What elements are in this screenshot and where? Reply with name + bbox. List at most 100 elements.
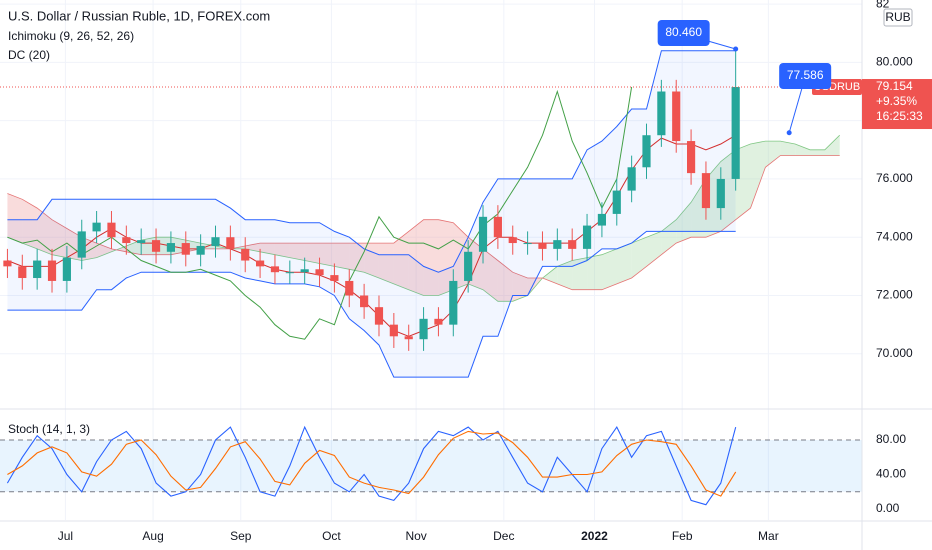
cloud-fill (393, 231, 409, 290)
cloud-fill (750, 141, 766, 209)
currency: RUB (885, 10, 910, 24)
candle-body (92, 222, 101, 232)
x-tick-label: 2022 (581, 529, 608, 543)
candle-body (330, 275, 339, 281)
cloud-fill (7, 193, 23, 244)
candle-body (107, 222, 116, 238)
candle-body (568, 240, 577, 249)
cloud-fill (126, 240, 142, 255)
candle-body (18, 266, 27, 279)
candle-body (434, 318, 443, 325)
candle-body (137, 240, 146, 244)
cloud-fill (378, 243, 394, 284)
cloud-fill (483, 248, 498, 302)
y-tick-label: 0.00 (876, 501, 900, 515)
callout-box (779, 63, 832, 89)
cloud-fill (572, 257, 588, 290)
callout-label: 77.586 (787, 68, 824, 82)
cloud-fill (22, 199, 38, 249)
candle-body (345, 280, 354, 296)
candle-body (300, 269, 309, 273)
x-tick-label: Jul (58, 529, 73, 543)
x-tick-label: Dec (493, 529, 514, 543)
candle-body (582, 225, 592, 249)
y-tick-label: 76.000 (876, 171, 913, 185)
candle-body (672, 91, 681, 142)
cloud-fill (364, 243, 379, 279)
candle-body (657, 91, 666, 136)
cloud-fill (765, 141, 781, 168)
cloud-fill (616, 243, 632, 284)
cloud-fill (438, 219, 454, 296)
channel-fill (7, 50, 736, 378)
candle-body (389, 324, 398, 337)
x-tick-label: Nov (405, 529, 426, 543)
cloud-fill (319, 243, 335, 267)
callout-label: 80.460 (665, 25, 702, 39)
x-tick-label: Oct (322, 529, 341, 543)
candle-body (255, 260, 265, 267)
candle-body (226, 237, 235, 249)
x-tick-label: Aug (142, 529, 163, 543)
candle-body (538, 243, 547, 249)
y-tick-label: 72.000 (876, 288, 913, 302)
cloud-edge (7, 134, 840, 302)
indicator-line (7, 430, 737, 497)
candle-body (33, 260, 42, 279)
callout-box (657, 20, 710, 46)
candle-body (478, 216, 488, 252)
last-price: 79.154 (876, 79, 913, 93)
candle-body (508, 237, 517, 244)
cloud-fill (587, 254, 602, 290)
x-tick-label: Mar (758, 529, 779, 543)
y-tick-label: 74.000 (876, 229, 913, 243)
candle-body (241, 248, 250, 261)
cloud-fill (289, 243, 305, 261)
candle-body (62, 257, 71, 281)
candle-body (701, 173, 711, 209)
y-tick-label: 82 (876, 0, 890, 10)
candle-body (285, 272, 294, 274)
candle-body (374, 307, 384, 325)
cloud-edge (7, 155, 840, 291)
indicator-line (7, 50, 736, 273)
candle-body (211, 237, 220, 246)
cloud-fill (334, 243, 350, 270)
candle-body (612, 190, 621, 214)
indicator-line (7, 230, 736, 378)
candle-body (77, 231, 86, 258)
y-tick-label: 40.00 (876, 467, 906, 481)
candle-body (315, 269, 324, 276)
cloud-fill (52, 219, 67, 258)
candle-body (122, 237, 131, 244)
candle-body (464, 251, 473, 281)
indicator-label: DC (20) (8, 48, 50, 62)
callout-dot (733, 46, 739, 52)
candle-body (449, 280, 458, 325)
chart-title: U.S. Dollar / Russian Ruble, 1D, FOREX.c… (8, 8, 270, 23)
candle-body (360, 295, 369, 308)
candle-body (731, 87, 740, 179)
cloud-fill (349, 243, 365, 273)
cloud-fill (96, 243, 112, 258)
cloud-fill (601, 248, 617, 290)
cloud-fill (260, 243, 275, 255)
candle-body (3, 260, 12, 267)
candle-body (597, 213, 607, 226)
y-tick-label: 70.000 (876, 346, 913, 360)
candle-body (493, 216, 502, 238)
x-tick-label: Sep (230, 529, 252, 543)
callout-dot (786, 130, 792, 136)
cloud-fill (661, 219, 677, 255)
cloud-fill (497, 260, 513, 302)
candle-body (627, 167, 636, 191)
candle-body (151, 240, 161, 252)
cloud-fill (809, 149, 825, 156)
cloud-fill (557, 260, 573, 290)
stoch-title: Stoch (14, 1, 3) (8, 422, 90, 436)
cloud-fill (795, 143, 810, 156)
cloud-fill (676, 202, 692, 244)
candle-body (716, 178, 725, 209)
x-tick-label: Feb (672, 529, 693, 543)
